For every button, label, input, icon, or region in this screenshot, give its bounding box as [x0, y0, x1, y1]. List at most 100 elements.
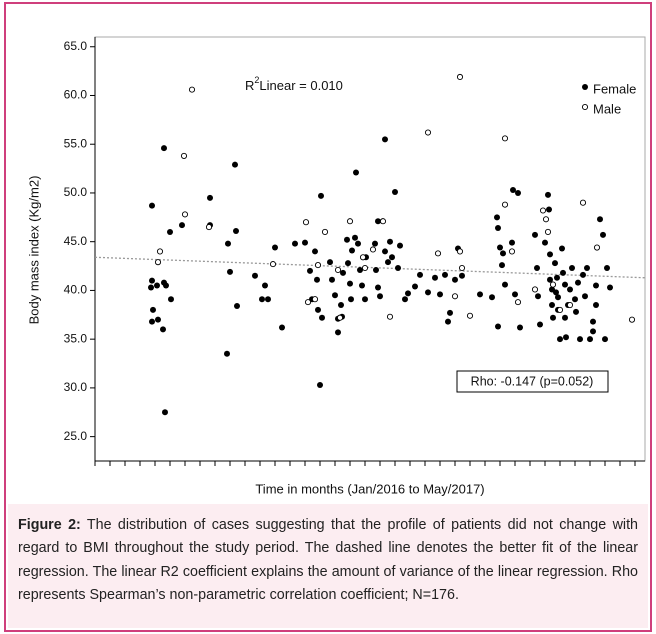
point [584, 265, 590, 272]
point [373, 266, 379, 273]
y-tick-label: 45.0 [64, 234, 88, 248]
point [357, 266, 363, 273]
point [451, 293, 459, 300]
point [497, 244, 503, 251]
point [319, 314, 325, 321]
point [155, 316, 161, 323]
point [550, 314, 556, 321]
point [552, 260, 558, 267]
point [315, 306, 321, 313]
point [494, 214, 500, 221]
x-axis-label: Time in months (Jan/2016 to May/2017) [255, 481, 484, 496]
point [321, 228, 329, 235]
point [160, 326, 166, 333]
point [149, 277, 155, 284]
point [180, 152, 188, 159]
point [252, 272, 258, 279]
point [514, 299, 522, 306]
point [402, 296, 408, 303]
point [499, 262, 505, 269]
point [607, 284, 613, 291]
point [389, 254, 395, 261]
point [154, 282, 160, 289]
point [604, 265, 610, 272]
point [495, 225, 501, 232]
point [456, 73, 464, 81]
point [577, 336, 583, 343]
y-tick-label: 40.0 [64, 283, 88, 297]
point [445, 318, 451, 325]
point [335, 329, 341, 336]
point [517, 324, 523, 331]
y-tick-label: 35.0 [64, 331, 88, 345]
point [553, 289, 559, 296]
point [458, 264, 466, 272]
point [387, 238, 393, 245]
point [582, 293, 588, 300]
point [587, 336, 593, 343]
point [386, 313, 394, 320]
point [377, 293, 383, 300]
point [579, 199, 587, 206]
point [489, 294, 495, 301]
point [531, 286, 539, 293]
point [452, 276, 458, 283]
caption-box: Figure 2: The distribution of cases sugg… [8, 504, 648, 628]
point [329, 276, 335, 283]
point [562, 314, 568, 321]
point [233, 227, 239, 234]
point [602, 336, 608, 343]
y-tick-label: 50.0 [64, 185, 88, 199]
point [181, 211, 189, 218]
point [593, 282, 599, 289]
point [425, 289, 431, 296]
point [338, 302, 344, 309]
point [628, 316, 636, 323]
point [154, 259, 162, 266]
point [500, 250, 506, 257]
caption-label: Figure 2: [18, 517, 81, 533]
point [232, 161, 238, 168]
point [563, 334, 569, 341]
point [262, 282, 268, 289]
point [560, 269, 566, 276]
point [302, 239, 308, 246]
legend-marker [581, 103, 589, 111]
point [150, 306, 156, 313]
point [556, 306, 564, 313]
r2-annotation: R2Linear = 0.010 [245, 75, 343, 93]
point [269, 261, 277, 268]
point [207, 194, 213, 201]
point [573, 308, 579, 315]
point [534, 265, 540, 272]
point [314, 276, 320, 283]
point [349, 247, 355, 254]
point [442, 271, 448, 278]
point [345, 260, 351, 267]
point [547, 251, 553, 258]
point [590, 318, 596, 325]
point [332, 292, 338, 299]
point [162, 409, 168, 416]
point [302, 219, 310, 226]
point [179, 222, 185, 229]
point [348, 296, 354, 303]
point [346, 218, 354, 225]
point [382, 136, 388, 143]
y-tick-label: 60.0 [64, 88, 88, 102]
point [234, 303, 240, 310]
point [272, 244, 278, 251]
point [562, 281, 568, 288]
point [501, 135, 509, 142]
point [456, 248, 464, 255]
chart: Body mass index (Kg/m2) Time in months (… [26, 36, 646, 496]
legend-label: Male [593, 101, 621, 116]
point [447, 309, 453, 316]
point [466, 312, 474, 319]
r2-sup: 2 [254, 75, 259, 85]
point [437, 291, 443, 298]
point [314, 262, 322, 269]
legend-marker [582, 84, 588, 90]
point [508, 248, 516, 255]
point [311, 296, 319, 303]
